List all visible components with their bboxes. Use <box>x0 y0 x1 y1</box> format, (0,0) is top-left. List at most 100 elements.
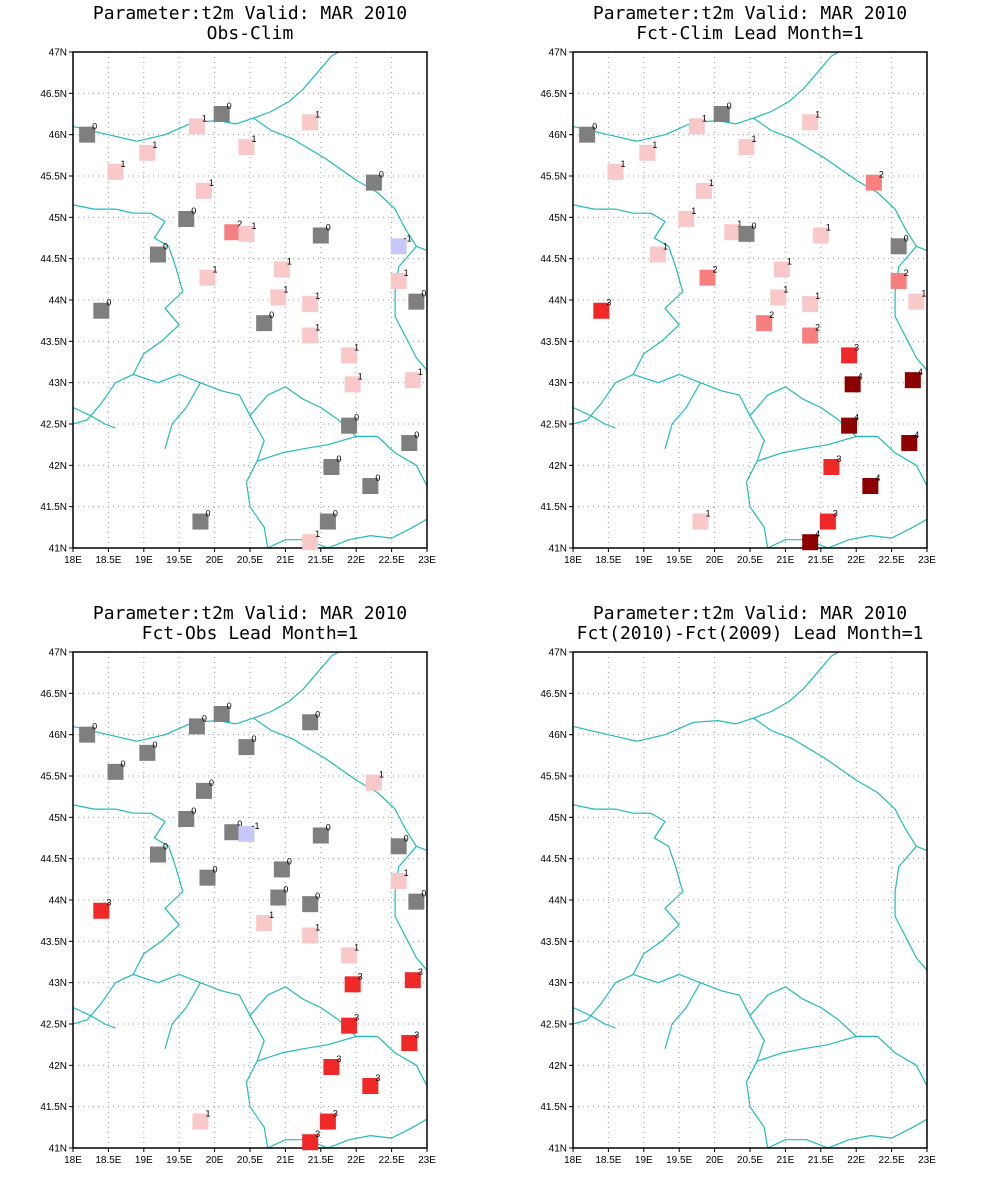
tick-label-lat: 45.5N <box>40 172 67 183</box>
tick-label-lat: 42.5N <box>40 1020 67 1031</box>
country-border <box>767 1118 928 1149</box>
tick-label-lon: 20.5E <box>737 1155 763 1166</box>
station-value-label: 1 <box>652 140 657 150</box>
station-marker <box>224 224 241 241</box>
station-marker <box>79 126 96 143</box>
station-value-label: 0 <box>227 701 232 711</box>
station-value-label: 0 <box>251 734 256 744</box>
country-border <box>749 986 878 1037</box>
country-border <box>664 982 701 1049</box>
station-marker <box>93 902 110 919</box>
tick-label-lat: 43N <box>49 978 67 989</box>
station-marker <box>341 1017 358 1034</box>
station-value-label: 3 <box>354 1013 359 1023</box>
station-value-label: 1 <box>205 1109 210 1119</box>
tick-label-lat: 41.5N <box>40 1102 67 1113</box>
tick-label-lon: 23E <box>418 555 436 566</box>
station-value-label: 1 <box>120 159 125 169</box>
tick-label-lat: 45.5N <box>540 172 567 183</box>
station-marker <box>188 718 205 735</box>
tick-label-lon: 20.5E <box>237 555 263 566</box>
station-marker <box>270 889 287 906</box>
station-value-label: 0 <box>213 865 218 875</box>
country-border <box>376 435 428 487</box>
station-marker <box>139 744 156 761</box>
tick-label-lat: 43N <box>549 978 567 989</box>
tick-label-lon: 22E <box>847 1155 865 1166</box>
station-marker <box>844 376 861 393</box>
station-value-label: 1 <box>315 109 320 119</box>
station-value-label: 1 <box>379 770 384 780</box>
station-value-label: 1 <box>152 140 157 150</box>
station-value-label: 0 <box>191 206 196 216</box>
station-marker <box>724 224 741 241</box>
tick-label-lat: 44N <box>549 896 567 907</box>
country-border <box>256 435 357 462</box>
tick-label-lon: 18.5E <box>595 1155 621 1166</box>
tick-label-lon: 22E <box>347 1155 365 1166</box>
station-value-label: 0 <box>205 509 210 519</box>
tick-label-lat: 43.5N <box>40 937 67 948</box>
country-border <box>253 117 428 251</box>
tick-label-lat: 45N <box>549 813 567 824</box>
country-border <box>894 245 928 371</box>
station-value-label: 0 <box>751 221 756 231</box>
station-marker <box>404 372 421 389</box>
station-value-label: 1 <box>787 256 792 266</box>
station-marker <box>841 347 858 364</box>
map-svg: 18E 18.5E 19E 19.5E 20E 20.5E 21E 21.5E 22E 22.5E… <box>40 648 436 1167</box>
map-panel-fct-obs: Parameter:t2m Valid: MAR 2010 Fct-Obs Le… <box>0 600 500 1200</box>
map-panel-fct-diff: Parameter:t2m Valid: MAR 2010 Fct(2010)-… <box>500 600 1000 1200</box>
tick-label-lat: 44N <box>549 296 567 307</box>
station-marker <box>365 174 382 191</box>
station-value-label: 1 <box>269 910 274 920</box>
station-value-label: 0 <box>202 713 207 723</box>
station-value-label: 4 <box>875 473 880 483</box>
station-marker <box>238 225 255 242</box>
tick-label-lat: 43.5N <box>40 337 67 348</box>
station-value-label: 0 <box>375 473 380 483</box>
station-marker <box>688 118 705 135</box>
station-marker <box>302 714 319 731</box>
station-marker <box>344 376 361 393</box>
station-marker <box>323 458 340 475</box>
station-marker <box>699 269 716 286</box>
station-marker <box>408 893 425 910</box>
station-value-label: 1 <box>213 265 218 275</box>
tick-label-lon: 23E <box>918 555 936 566</box>
station-marker <box>865 174 882 191</box>
tick-label-lon: 18.5E <box>95 555 121 566</box>
country-border <box>394 245 428 371</box>
station-marker <box>738 225 755 242</box>
station-marker <box>401 1035 418 1052</box>
station-marker <box>404 972 421 989</box>
station-value-label: 1 <box>705 509 710 519</box>
tick-label-lat: 43.5N <box>540 937 567 948</box>
station-value-label: 1 <box>663 242 668 252</box>
tick-label-lat: 46.5N <box>540 89 567 100</box>
tick-label-lat: 47N <box>549 48 567 59</box>
station-value-label: 3 <box>336 1054 341 1064</box>
country-border <box>756 435 857 462</box>
tick-label-lat: 45N <box>49 213 67 224</box>
station-value-label: 4 <box>914 430 919 440</box>
station-marker <box>302 927 319 944</box>
tick-label-lat: 41.5N <box>540 502 567 513</box>
station-value-label: 1 <box>815 291 820 301</box>
country-border <box>249 386 378 437</box>
station-marker <box>192 1113 209 1130</box>
station-marker <box>390 238 407 255</box>
tick-label-lat: 41N <box>49 1144 67 1155</box>
station-marker <box>904 372 921 389</box>
station-marker <box>841 417 858 434</box>
tick-label-lon: 20.5E <box>237 1155 263 1166</box>
station-marker <box>270 289 287 306</box>
station-value-label: 3 <box>414 1030 419 1040</box>
station-value-label: 0 <box>92 722 97 732</box>
tick-label-lon: 22E <box>347 555 365 566</box>
tick-label-lon: 19.5E <box>166 1155 192 1166</box>
tick-label-lat: 41.5N <box>540 1102 567 1113</box>
station-marker <box>607 163 624 180</box>
tick-label-lon: 21E <box>277 1155 295 1166</box>
tick-label-lat: 46.5N <box>40 89 67 100</box>
